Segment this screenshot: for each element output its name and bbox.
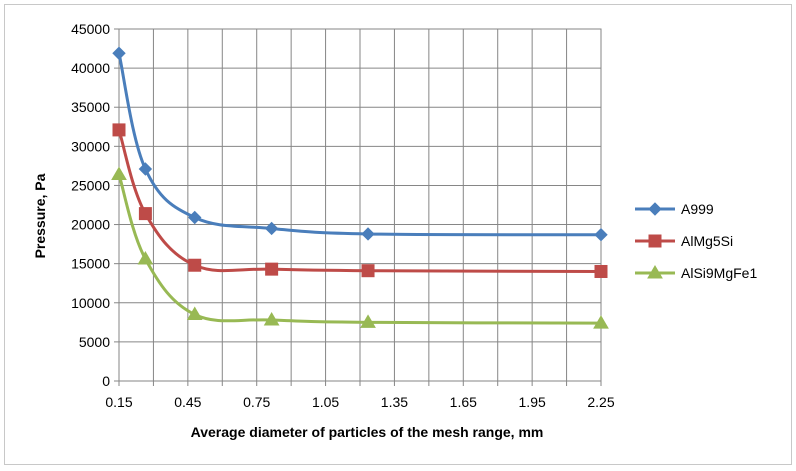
grid-lines — [118, 28, 602, 382]
series-layer — [111, 46, 609, 329]
data-point — [188, 210, 202, 225]
x-tick-label: 0.75 — [243, 394, 270, 410]
x-tick-label: 1.65 — [450, 394, 477, 410]
data-point — [138, 207, 152, 221]
x-tick-label: 2.25 — [587, 394, 614, 410]
x-tick-label: 1.05 — [312, 394, 339, 410]
x-tick-label: 1.95 — [519, 394, 546, 410]
y-tick-label: 15000 — [71, 256, 110, 272]
series-almg5si — [112, 123, 608, 278]
legend-marker — [647, 265, 663, 279]
series-a999 — [112, 46, 608, 242]
data-point — [594, 228, 608, 242]
data-point — [593, 315, 609, 329]
data-point — [361, 227, 375, 241]
x-tick-label: 0.45 — [174, 394, 201, 410]
y-tick-label: 30000 — [71, 138, 110, 154]
y-tick-label: 35000 — [71, 99, 110, 115]
legend-marker — [648, 202, 662, 216]
data-point — [137, 250, 154, 265]
legend-label: AlSi9MgFe1 — [681, 265, 757, 281]
y-tick-label: 25000 — [71, 177, 110, 193]
data-point — [112, 123, 126, 137]
data-point — [361, 264, 375, 278]
x-tick-labels: 0.15 0.45 0.75 1.05 1.35 1.65 1.95 2.25 — [105, 394, 614, 410]
series-line — [117, 52, 602, 237]
legend-marker — [648, 234, 662, 248]
data-point — [594, 264, 608, 278]
y-tick-label: 10000 — [71, 295, 110, 311]
x-tick-label: 1.35 — [381, 394, 408, 410]
chart-frame: 0 5000 10000 15000 20000 25000 30000 35000 40000… — [4, 4, 792, 465]
legend: A999 AlMg5Si AlSi9MgFe1 — [635, 201, 757, 281]
y-axis-label: Pressure, Pa — [32, 173, 48, 258]
y-tick-label: 20000 — [71, 217, 110, 233]
legend-label: A999 — [681, 201, 714, 217]
legend-entry: AlMg5Si — [635, 233, 733, 249]
y-tick-labels: 0 5000 10000 15000 20000 25000 30000 35000 40000… — [71, 21, 110, 389]
data-point — [263, 311, 280, 326]
data-point — [111, 166, 127, 180]
x-axis-label: Average diameter of particles of the mes… — [191, 424, 544, 440]
data-point — [112, 46, 126, 60]
data-point — [188, 258, 202, 272]
y-tick-label: 5000 — [79, 334, 110, 350]
y-tick-label: 45000 — [71, 21, 110, 37]
data-point — [360, 314, 376, 328]
data-point — [138, 162, 153, 176]
y-tick-label: 40000 — [71, 60, 110, 76]
plot-area-border — [118, 28, 602, 382]
line-chart: 0 5000 10000 15000 20000 25000 30000 35000 40000… — [32, 21, 757, 440]
data-point — [265, 262, 279, 276]
data-point — [264, 221, 279, 236]
legend-entry: AlSi9MgFe1 — [635, 265, 757, 281]
x-tick-label: 0.15 — [105, 394, 132, 410]
legend-entry: A999 — [635, 201, 714, 217]
data-point — [186, 306, 203, 321]
legend-label: AlMg5Si — [681, 233, 733, 249]
series-alsi9mgfe1 — [111, 166, 609, 329]
y-tick-label: 0 — [102, 373, 110, 389]
axes — [114, 28, 602, 386]
